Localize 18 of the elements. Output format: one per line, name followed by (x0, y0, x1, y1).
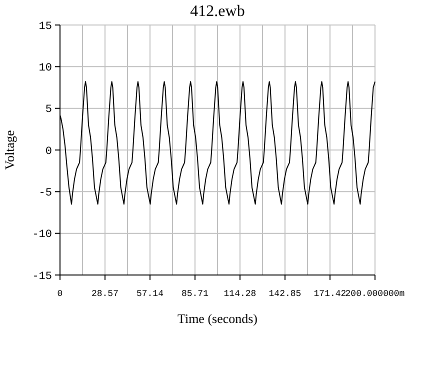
y-tick-label: 15 (38, 20, 52, 33)
y-tick-label: -10 (32, 229, 52, 242)
x-tick-label: 57.14 (136, 289, 164, 299)
y-tick-label: -5 (38, 188, 52, 200)
x-tick-label: 142.85 (268, 289, 302, 299)
x-axis-title: Time (seconds) (177, 311, 258, 326)
x-tick-label: 171.42 (314, 289, 346, 299)
y-tick-label: -15 (32, 270, 52, 283)
chart-title: 412.ewb (190, 3, 245, 20)
y-tick-label: 0 (45, 146, 52, 158)
x-tick-label: 85.71 (181, 289, 208, 299)
x-tick-label: 0 (57, 289, 63, 299)
x-tick-label: 200.000000m (345, 289, 405, 299)
y-axis-title: Voltage (2, 130, 17, 170)
x-tick-label: 114.28 (224, 289, 256, 299)
y-tick-label: 10 (38, 62, 52, 75)
x-tick-label: 28.57 (91, 289, 119, 299)
y-tick-label: 5 (45, 104, 52, 116)
